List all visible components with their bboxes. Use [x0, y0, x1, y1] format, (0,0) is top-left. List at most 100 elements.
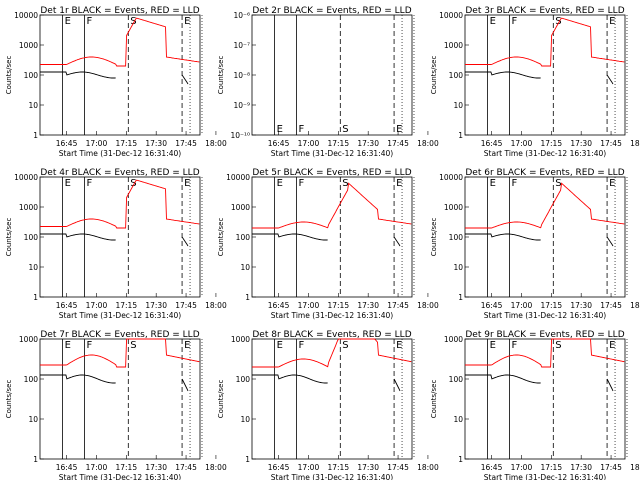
x-tick-label: 17:00	[86, 463, 108, 472]
flag-label: S	[130, 340, 136, 351]
flag-label: F	[511, 178, 517, 189]
y-tick-label: 1	[33, 131, 38, 140]
flag-label: E	[184, 340, 190, 351]
flag-label: S	[342, 178, 348, 189]
events-series-tail	[606, 236, 614, 247]
y-tick-label: 10⁻¹⁰	[230, 131, 250, 140]
plot-frame	[251, 176, 413, 298]
x-tick-label: 17:15	[540, 139, 562, 148]
y-tick-label: 1	[33, 455, 38, 464]
events-series-tail	[606, 378, 614, 392]
y-tick-label: 100	[449, 375, 464, 384]
y-tick-label: 100	[24, 375, 39, 384]
events-series-tail	[393, 236, 401, 247]
y-tick-label: 10000	[14, 173, 38, 182]
flag-label: E	[396, 124, 402, 135]
x-tick-label: 17:30	[357, 301, 379, 310]
x-tick-label: 16:45	[268, 463, 290, 472]
lld-series-line	[40, 179, 200, 229]
plot-frame	[464, 14, 626, 136]
events-series-line	[465, 233, 541, 241]
x-tick-label: 17:30	[570, 301, 592, 310]
y-tick-label: 1000	[231, 335, 250, 344]
y-tick-label: 10	[28, 101, 38, 110]
flag-label: F	[86, 178, 92, 189]
x-axis-label: Start Time (31-Dec-12 16:31:40)	[271, 149, 393, 158]
flag-label: S	[342, 124, 348, 135]
x-tick-label: 16:45	[481, 301, 503, 310]
x-tick-label: 17:15	[115, 463, 137, 472]
y-tick-label: 100	[236, 375, 251, 384]
flag-label: E	[609, 178, 615, 189]
y-tick-label: 1	[458, 455, 463, 464]
events-series-tail	[181, 236, 189, 247]
x-tick-label: 17:15	[327, 139, 349, 148]
x-tick-label: 17:15	[327, 301, 349, 310]
flag-label: E	[184, 16, 190, 27]
y-axis-label: Counts/sec	[217, 218, 225, 257]
flag-label: E	[277, 178, 283, 189]
y-tick-label: 10	[28, 415, 38, 424]
y-tick-label: 10000	[14, 11, 38, 20]
y-tick-label: 10000	[226, 173, 250, 182]
x-tick-label: 17:15	[540, 301, 562, 310]
detector-panel-4: Det 4r BLACK = Events, RED = LLD 1 10 100 10…	[5, 168, 227, 320]
flag-label: F	[511, 16, 517, 27]
y-tick-label: 100	[24, 233, 39, 242]
detector-panel-5: Det 5r BLACK = Events, RED = LLD 1 10 100 10…	[217, 168, 439, 320]
x-tick-label: 17:30	[145, 463, 167, 472]
y-tick-label: 1	[33, 293, 38, 302]
lld-series-line	[252, 182, 412, 229]
y-tick-label: 10	[240, 415, 250, 424]
x-tick-label: 18:00	[205, 139, 227, 148]
x-tick-label: 18:00	[205, 301, 227, 310]
y-tick-label: 10000	[439, 11, 463, 20]
y-axis-label: Counts/sec	[430, 56, 438, 95]
y-tick-label: 100	[449, 233, 464, 242]
x-tick-label: 17:45	[387, 463, 409, 472]
panel-title: Det 1r BLACK = Events, RED = LLD	[40, 6, 199, 16]
x-tick-label: 17:00	[86, 301, 108, 310]
x-tick-label: 16:45	[481, 139, 503, 148]
flag-label: S	[130, 16, 136, 27]
x-tick-label: 18:00	[417, 139, 439, 148]
y-tick-label: 1	[458, 131, 463, 140]
flag-label: S	[130, 178, 136, 189]
flag-label: E	[609, 340, 615, 351]
panel-title: Det 8r BLACK = Events, RED = LLD	[252, 330, 411, 340]
x-axis-label: Start Time (31-Dec-12 16:31:40)	[484, 473, 606, 480]
y-tick-label: 100	[449, 71, 464, 80]
flag-label: E	[490, 340, 496, 351]
x-tick-label: 17:45	[175, 301, 197, 310]
flag-label: E	[184, 178, 190, 189]
flag-label: E	[65, 340, 71, 351]
panel-title: Det 4r BLACK = Events, RED = LLD	[40, 168, 199, 178]
plot-frame	[251, 338, 413, 460]
y-tick-label: 1000	[231, 203, 250, 212]
detector-panel-8: Det 8r BLACK = Events, RED = LLD 1 10 100 10…	[217, 330, 439, 482]
lld-series-line	[465, 182, 625, 229]
x-tick-label: 16:45	[481, 463, 503, 472]
y-tick-label: 1	[458, 293, 463, 302]
events-series-line	[465, 374, 541, 384]
y-axis-label: Counts/sec	[217, 380, 225, 419]
x-tick-label: 17:00	[511, 139, 533, 148]
events-series-line	[252, 374, 328, 384]
y-axis-label: Counts/sec	[5, 218, 13, 257]
y-tick-label: 1000	[444, 335, 463, 344]
flag-label: F	[86, 340, 92, 351]
y-tick-label: 10⁻⁹	[233, 101, 250, 110]
x-tick-label: 17:00	[86, 139, 108, 148]
plot-frame	[251, 14, 413, 136]
y-tick-label: 1000	[444, 203, 463, 212]
y-tick-label: 100	[236, 233, 251, 242]
y-tick-label: 10	[453, 263, 463, 272]
x-tick-label: 17:30	[570, 139, 592, 148]
plot-frame	[39, 338, 201, 460]
y-tick-label: 100	[24, 71, 39, 80]
events-series-tail	[606, 74, 614, 85]
events-series-line	[40, 374, 116, 384]
y-tick-label: 1000	[19, 41, 38, 50]
